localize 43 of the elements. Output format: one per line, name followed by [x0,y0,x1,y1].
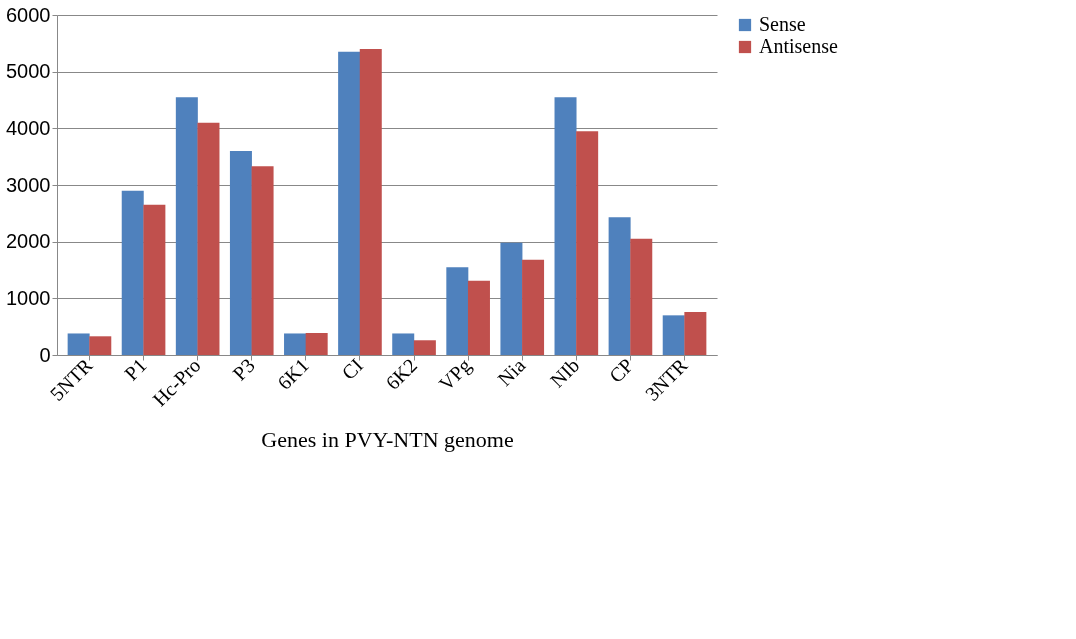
x-axis-title: Genes in PVY-NTN genome [261,427,514,453]
x-tick-label: CI [337,354,368,384]
bar [554,97,577,355]
y-tick-label: 6000 [6,3,51,26]
bar [522,259,545,355]
legend-label: Antisense [759,35,838,57]
bar [576,131,599,355]
bar [392,333,415,355]
bar [359,49,382,355]
x-tick-label: NIb [545,354,584,392]
legend-label: Sense [759,13,806,35]
bar [446,267,469,355]
bar [684,311,707,355]
x-tick-label: CP [604,354,638,387]
bar [229,151,252,355]
bar [284,333,307,355]
bar [89,336,112,355]
y-tick-label: 2000 [6,230,51,253]
x-tick-label: 6K1 [273,354,313,394]
y-tick-label: 1000 [6,286,51,309]
y-tick-label: 3000 [6,173,51,196]
x-tick-label: VPg [434,354,476,396]
x-tick-label: P3 [228,354,259,385]
bar [67,333,90,355]
bar [413,340,436,355]
y-tick-label: 4000 [6,116,51,139]
bar [338,51,361,355]
bar [121,190,144,355]
x-tick-label: 6K2 [381,354,422,394]
bar [175,97,198,355]
bar [197,122,220,355]
y-tick-label: 5000 [6,60,51,83]
x-tick-label: P1 [120,354,151,385]
bar [467,280,490,355]
bar [251,166,274,355]
bar [305,332,328,355]
bar [143,204,166,355]
bar [608,217,631,355]
bar [630,238,653,355]
bar [662,315,685,355]
bar [500,242,523,355]
x-tick-label: Nia [493,353,530,390]
y-tick-label: 0 [39,343,51,366]
